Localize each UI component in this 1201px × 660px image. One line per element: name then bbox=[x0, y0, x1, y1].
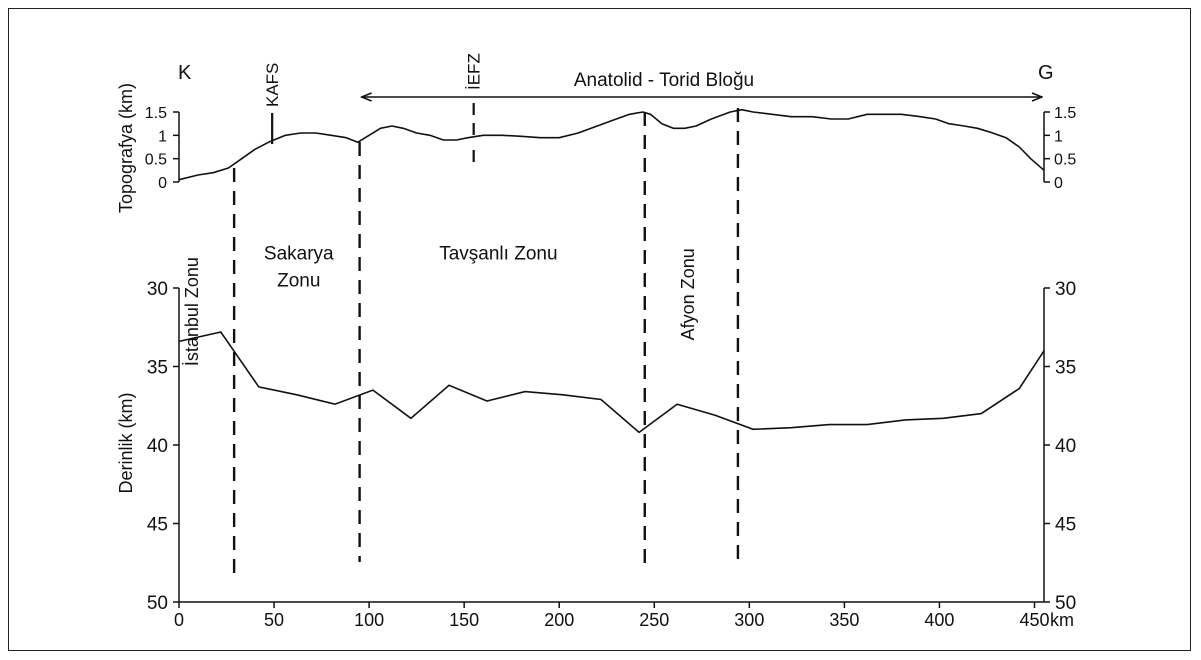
depth-right-tick-label: 40 bbox=[1055, 436, 1076, 457]
topography-right-tick-label: 0 bbox=[1054, 175, 1063, 192]
zone-label: Afyon Zonu bbox=[678, 248, 698, 340]
depth-panel: 0 50 100 150 200 250 300 350 400 450 30 30 35 35 40 40 4… bbox=[147, 279, 1076, 630]
depth-left-tick-label: 30 bbox=[147, 279, 168, 300]
figure-frame bbox=[8, 8, 1191, 651]
depth-right-tick-label: 50 bbox=[1055, 593, 1076, 614]
corner-label-left: K bbox=[178, 62, 192, 84]
x-tick-label: 100 bbox=[354, 610, 384, 630]
zone-label: Zonu bbox=[277, 270, 320, 291]
zone-boundaries bbox=[232, 108, 740, 578]
topography-left-tick-label: 1 bbox=[158, 128, 167, 145]
topography-left-tick-label: 0.5 bbox=[145, 152, 167, 169]
topography-right-tick-label: 1.5 bbox=[1054, 105, 1076, 122]
topography-left-tick-label: 1.5 bbox=[145, 105, 167, 122]
topography-line bbox=[178, 108, 1045, 181]
depth-left-tick-label: 50 bbox=[147, 593, 168, 614]
depth-left-tick-label: 40 bbox=[147, 436, 168, 457]
fault-label: KAFS bbox=[263, 63, 282, 107]
x-tick-label: 450 bbox=[1019, 610, 1049, 630]
depth-left-tick-label: 45 bbox=[147, 515, 168, 536]
topography-axis-label: Topografya (km) bbox=[116, 83, 136, 213]
annotations: KAFS İEFZ İstanbul Zonu Sakarya Zonu Tavşanlı… bbox=[182, 53, 1042, 366]
topography-right-tick-label: 1 bbox=[1054, 128, 1063, 145]
x-tick-label: 300 bbox=[734, 610, 764, 630]
depth-axis-label: Derinlik (km) bbox=[116, 393, 136, 494]
depth-left-tick-label: 35 bbox=[147, 358, 168, 379]
x-tick-label: 150 bbox=[449, 610, 479, 630]
zone-label: Tavşanlı Zonu bbox=[439, 244, 557, 265]
moho-depth-line bbox=[178, 331, 1045, 434]
zone-label: İstanbul Zonu bbox=[182, 257, 202, 366]
block-label: Anatolid - Torid Bloğu bbox=[574, 70, 754, 91]
zone-label: Sakarya bbox=[264, 244, 334, 265]
x-tick-label: 250 bbox=[639, 610, 669, 630]
topography-left-tick-label: 0 bbox=[158, 175, 167, 192]
depth-right-tick-label: 45 bbox=[1055, 515, 1076, 536]
fault-label: İEFZ bbox=[465, 53, 484, 90]
x-tick-label: 0 bbox=[174, 610, 184, 630]
topography-panel: 0 0 0.5 0.5 1 1 1.5 1.5 bbox=[145, 105, 1077, 192]
x-tick-label: 350 bbox=[829, 610, 859, 630]
corner-label-right: G bbox=[1038, 62, 1054, 84]
depth-right-tick-label: 30 bbox=[1055, 279, 1076, 300]
x-tick-label: 200 bbox=[544, 610, 574, 630]
x-axis-unit: km bbox=[1050, 610, 1074, 630]
depth-right-tick-label: 35 bbox=[1055, 358, 1076, 379]
topography-right-tick-label: 0.5 bbox=[1054, 152, 1076, 169]
x-tick-label: 50 bbox=[264, 610, 284, 630]
x-tick-label: 400 bbox=[924, 610, 954, 630]
